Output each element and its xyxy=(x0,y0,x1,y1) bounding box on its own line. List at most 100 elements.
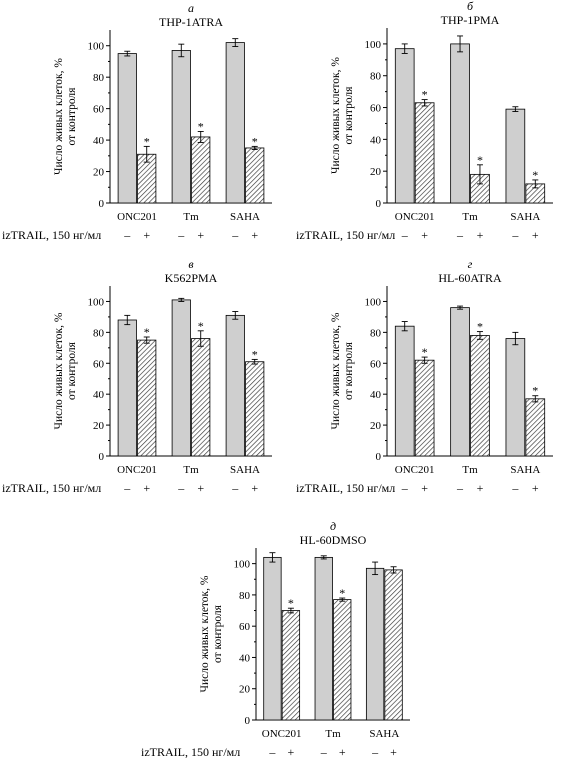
y-tick-label: 0 xyxy=(99,198,105,210)
bar-iztrail xyxy=(281,610,301,721)
treatment-sign: + xyxy=(532,228,539,242)
treatment-sign: + xyxy=(477,228,484,242)
treatment-sign: + xyxy=(197,481,204,495)
bar-iztrail xyxy=(137,339,157,457)
significance-star: * xyxy=(288,596,294,610)
bar-iztrail xyxy=(470,335,490,457)
bar-iztrail xyxy=(414,359,435,457)
chart-title: THP-1PMA xyxy=(441,13,500,27)
treatment-sign: – xyxy=(511,228,519,242)
y-axis-label-line2: от контроля xyxy=(66,87,78,146)
bar-control xyxy=(225,314,245,457)
chart-title: THP-1ATRA xyxy=(159,15,223,29)
y-tick-label: 60 xyxy=(370,358,382,370)
y-tick-label: 100 xyxy=(88,296,105,308)
treatment-row-label: izTRAIL, 150 нг/мл xyxy=(2,481,101,495)
y-tick-label: 40 xyxy=(370,134,382,146)
category-label: SAHA xyxy=(510,211,540,223)
significance-star: * xyxy=(198,319,204,333)
category-label: SAHA xyxy=(230,464,260,476)
treatment-sign: – xyxy=(456,481,464,495)
panel-letter: б xyxy=(467,0,474,13)
category-label: Tm xyxy=(325,728,341,740)
significance-star: * xyxy=(252,134,258,148)
bar-control xyxy=(394,325,415,457)
bar-control xyxy=(394,48,415,204)
treatment-row-label: izTRAIL, 150 нг/мл xyxy=(296,481,395,495)
significance-star: * xyxy=(198,119,204,133)
treatment-sign: – xyxy=(371,745,379,759)
y-tick-label: 80 xyxy=(239,590,251,602)
y-tick-label: 0 xyxy=(99,451,105,463)
treatment-sign: + xyxy=(532,481,539,495)
bar-control xyxy=(505,108,526,204)
treatment-row-label: izTRAIL, 150 нг/мл xyxy=(2,228,101,242)
bar-control xyxy=(505,338,526,457)
significance-star: * xyxy=(252,347,258,361)
y-tick-label: 80 xyxy=(370,71,382,83)
panel-letter: г xyxy=(468,257,473,271)
y-axis-label-line1: Число живых клеток, % xyxy=(330,312,342,429)
treatment-sign: – xyxy=(268,745,276,759)
treatment-sign: + xyxy=(197,228,204,242)
y-axis-label-line1: Число живых клеток, % xyxy=(53,58,65,175)
bar-iztrail xyxy=(525,398,546,457)
y-tick-label: 0 xyxy=(245,715,251,727)
treatment-sign: – xyxy=(231,481,239,495)
panel-letter: в xyxy=(188,257,193,271)
bar-control xyxy=(171,50,191,204)
chart-panel-5: дHL-60DMSO 0 20 40 60 80 100 Число живых клеток… xyxy=(141,519,410,759)
y-tick-label: 60 xyxy=(93,104,105,116)
y-tick-label: 100 xyxy=(88,41,105,53)
treatment-row-label: izTRAIL, 150 нг/мл xyxy=(296,228,395,242)
treatment-sign: + xyxy=(251,228,258,242)
category-label: ONC201 xyxy=(395,211,435,223)
y-tick-label: 40 xyxy=(93,135,105,147)
significance-star: * xyxy=(339,586,345,600)
treatment-sign: + xyxy=(251,481,258,495)
treatment-sign: – xyxy=(231,228,239,242)
y-tick-label: 20 xyxy=(370,166,382,178)
treatment-sign: + xyxy=(421,228,428,242)
y-tick-label: 60 xyxy=(370,103,382,115)
panel-letter: а xyxy=(188,1,194,15)
chart-panel-4: гHL-60ATRA 0 20 40 60 80 100 Число живых клеток… xyxy=(296,257,553,495)
category-label: SAHA xyxy=(369,728,399,740)
significance-star: * xyxy=(532,384,538,398)
treatment-sign: – xyxy=(123,481,131,495)
category-label: ONC201 xyxy=(395,464,435,476)
category-label: SAHA xyxy=(510,464,540,476)
category-label: ONC201 xyxy=(117,464,157,476)
y-tick-label: 60 xyxy=(239,621,251,633)
bar-iztrail xyxy=(245,361,265,457)
bar-iztrail xyxy=(333,599,352,721)
bar-iztrail xyxy=(191,338,211,457)
bar-control xyxy=(263,556,282,721)
y-tick-label: 100 xyxy=(365,296,382,308)
treatment-row-label: izTRAIL, 150 нг/мл xyxy=(141,745,240,759)
y-tick-label: 100 xyxy=(365,39,382,51)
treatment-sign: + xyxy=(339,745,346,759)
category-label: ONC201 xyxy=(117,211,157,223)
y-axis-label-line1: Число живых клеток, % xyxy=(199,575,211,692)
y-tick-label: 20 xyxy=(239,684,251,696)
treatment-sign: + xyxy=(477,481,484,495)
treatment-sign: + xyxy=(390,745,397,759)
y-axis-label-line2: от контроля xyxy=(66,341,78,400)
treatment-sign: – xyxy=(123,228,131,242)
y-tick-label: 40 xyxy=(93,389,105,401)
y-tick-label: 80 xyxy=(93,72,105,84)
bar-iztrail xyxy=(384,569,403,721)
significance-star: * xyxy=(532,168,538,182)
treatment-sign: – xyxy=(401,228,409,242)
category-label: Tm xyxy=(183,464,199,476)
bar-control xyxy=(365,567,385,721)
y-tick-label: 100 xyxy=(234,559,251,571)
panel-letter: д xyxy=(330,519,336,533)
category-label: Tm xyxy=(183,211,199,223)
bar-iztrail xyxy=(414,102,435,204)
bar-control xyxy=(171,299,191,457)
bar-control xyxy=(117,53,137,204)
